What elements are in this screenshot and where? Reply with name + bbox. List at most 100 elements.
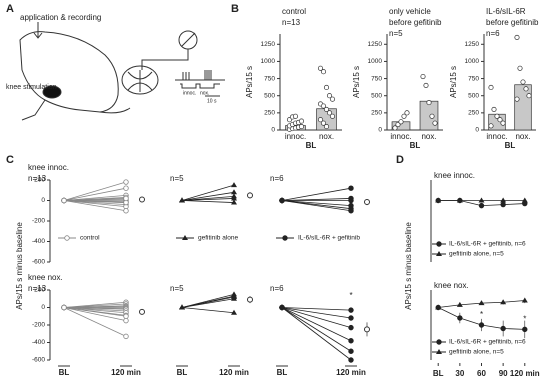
x-tick-label: innoc. xyxy=(486,132,507,141)
series-line xyxy=(281,200,352,207)
marker xyxy=(123,179,129,185)
n-label: n=5 xyxy=(170,174,184,183)
x-tick-label: 120 min xyxy=(336,368,366,377)
marker xyxy=(435,304,442,310)
innoc-label: innoc. xyxy=(183,90,196,96)
gray-matter xyxy=(127,70,153,92)
data-point xyxy=(526,93,532,99)
marker xyxy=(348,307,354,313)
chart-title: control xyxy=(282,7,306,16)
x-tick-label: 30 xyxy=(455,369,464,378)
row-label: knee innoc. xyxy=(28,163,69,172)
data-point xyxy=(523,86,529,92)
x-tick-label: BL xyxy=(433,369,444,378)
marker xyxy=(456,301,463,307)
n-label: n=5 xyxy=(170,284,184,293)
y-tick-label: -600 xyxy=(32,357,45,364)
panel-label: C xyxy=(6,154,14,166)
significance: * xyxy=(480,310,483,319)
knee-stimulation: knee stimulation xyxy=(6,84,57,91)
data-point xyxy=(517,65,523,71)
series-line xyxy=(181,184,235,201)
data-point xyxy=(292,113,299,119)
data-point xyxy=(432,120,438,126)
data-point xyxy=(500,120,506,126)
data-point xyxy=(329,96,336,102)
marker xyxy=(279,197,285,204)
marker xyxy=(179,304,185,310)
series-line xyxy=(63,200,127,212)
data-point xyxy=(514,96,520,102)
x-axis-label: BL xyxy=(306,141,317,150)
y-tick-label: 200 xyxy=(34,177,45,184)
marker xyxy=(231,189,237,195)
electrode-wire xyxy=(141,32,196,70)
panel-a-title: application & recording xyxy=(20,13,101,22)
data-point xyxy=(420,73,426,80)
scale-label: 10 s xyxy=(207,98,217,104)
mean-marker xyxy=(247,192,253,199)
bar xyxy=(419,100,439,131)
marker xyxy=(231,182,237,188)
series-line xyxy=(63,307,127,322)
data-point xyxy=(423,82,429,88)
marker xyxy=(231,309,237,315)
n-label: n=13 xyxy=(28,174,47,183)
x-tick-label: innoc. xyxy=(285,132,306,141)
marker xyxy=(348,348,354,354)
data-point xyxy=(323,124,330,130)
stim-trace xyxy=(180,83,220,89)
marker xyxy=(348,324,354,331)
x-tick-label: nox. xyxy=(421,132,436,141)
x-tick-label: 120 min xyxy=(510,369,540,378)
series-line xyxy=(63,187,127,201)
data-point xyxy=(520,79,526,85)
knee xyxy=(42,85,62,99)
y-axis-label: APs/15 s xyxy=(352,66,361,98)
chart-title: before gefitinib xyxy=(486,18,539,27)
marker xyxy=(348,357,354,363)
y-tick-label: 1000 xyxy=(261,58,276,65)
marker xyxy=(348,338,354,344)
x-axis-label: BL xyxy=(410,141,421,150)
marker xyxy=(279,304,285,311)
marker xyxy=(478,300,485,306)
data-point xyxy=(494,113,500,119)
data-point xyxy=(488,123,494,129)
data-point xyxy=(497,117,503,123)
marker xyxy=(64,235,70,241)
x-tick-label: 120 min xyxy=(111,368,141,377)
series-line xyxy=(281,307,352,361)
marker xyxy=(478,202,485,209)
rat-tail xyxy=(99,107,131,114)
marker xyxy=(500,299,507,305)
marker xyxy=(478,197,485,203)
chart-title: before gefitinib xyxy=(389,18,442,27)
series-line xyxy=(181,191,235,201)
y-tick-label: 250 xyxy=(468,110,479,117)
marker xyxy=(348,185,354,191)
rat-body xyxy=(19,31,119,113)
y-tick-label: 500 xyxy=(264,92,275,99)
marker xyxy=(500,325,506,332)
marker xyxy=(231,199,237,205)
mean-marker xyxy=(139,308,145,315)
n-label: n=13 xyxy=(28,284,47,293)
legend-label: gefitinib alone, n=5 xyxy=(449,251,504,258)
row-label: knee nox. xyxy=(434,281,469,290)
x-tick-label: BL xyxy=(177,368,188,377)
y-tick-label: 1000 xyxy=(465,58,480,65)
data-point xyxy=(514,34,520,40)
series-line xyxy=(63,307,127,337)
series-line xyxy=(63,200,127,208)
marker xyxy=(436,349,442,354)
x-tick-label: 60 xyxy=(477,369,486,378)
legend-label: gefitinib alone xyxy=(198,235,238,242)
nox-label: nox. xyxy=(200,90,209,96)
n-label: n=6 xyxy=(270,174,284,183)
y-tick-label: -400 xyxy=(32,238,45,245)
x-tick-label: 120 min xyxy=(219,368,249,377)
legend-label: gefitinib alone, n=5 xyxy=(449,349,504,356)
row-label: knee innoc. xyxy=(434,171,475,180)
